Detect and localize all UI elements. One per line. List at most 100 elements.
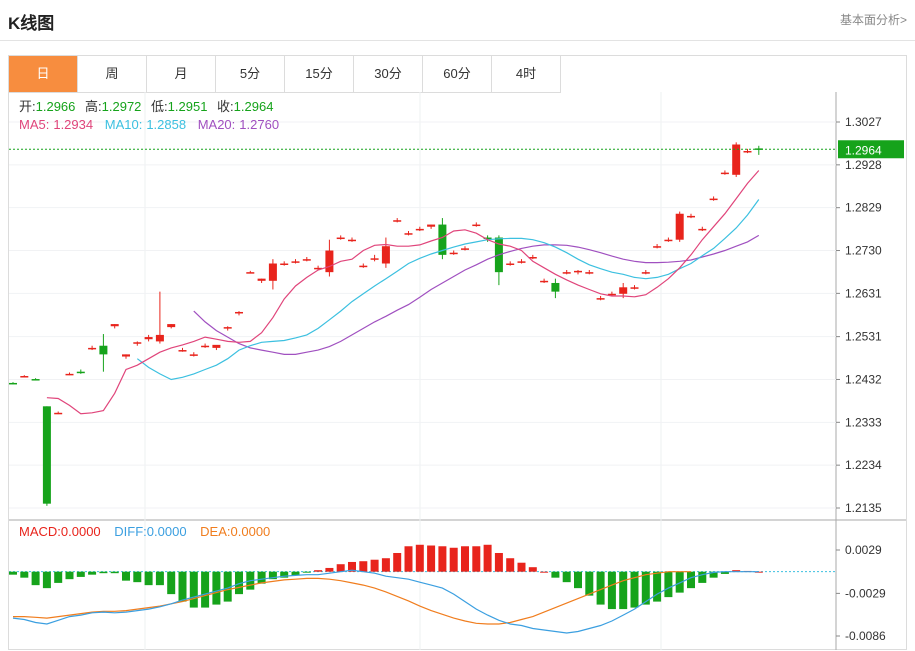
candle-body: [31, 379, 40, 381]
candle-body: [461, 248, 469, 250]
open-label: 开:: [19, 99, 36, 114]
high-value: 1.2972: [102, 99, 142, 114]
macd-bar: [483, 544, 492, 572]
macd-bar: [76, 571, 85, 577]
macd-bar: [675, 571, 684, 593]
kline-chart[interactable]: 开:1.2966 高:1.2972 低:1.2951 收:1.2964 MA5:…: [9, 92, 906, 650]
candle-body: [54, 412, 63, 415]
price-axis: 1.3027 1.2928 1.2829 1.2730 1.2631 1.2531 1.24…: [9, 115, 904, 515]
dea-label: DEA:: [200, 524, 230, 539]
period-tabs: 日 周 月 5分 15分 30分 60分 4时: [9, 56, 561, 93]
macd-bar: [720, 571, 729, 574]
macd-bar: [641, 571, 650, 605]
candle-body: [698, 228, 707, 231]
tab-30min[interactable]: 30分: [354, 56, 423, 92]
tab-15min[interactable]: 15分: [285, 56, 354, 92]
info-line: 开:1.2966 高:1.2972 低:1.2951 收:1.2964: [19, 99, 273, 114]
macd-bar: [619, 571, 628, 610]
macd-bar: [494, 552, 503, 572]
y-tick-label: 1.2928: [845, 158, 882, 172]
candle-body: [291, 261, 300, 263]
candle-body: [641, 272, 650, 274]
candle-body: [235, 311, 243, 314]
fundamental-analysis-link[interactable]: 基本面分析>: [839, 13, 907, 27]
dea-value: 0.0000: [231, 524, 271, 539]
candle-body: [133, 342, 142, 344]
ma10-label: MA10:: [105, 117, 143, 132]
chart-grid: [9, 92, 906, 650]
macd-bar: [585, 571, 594, 596]
macd-bar: [189, 571, 198, 608]
macd-bar: [517, 562, 526, 572]
macd-y-tick-label: -0.0086: [845, 629, 886, 643]
candle-body: [540, 280, 549, 283]
tab-60min[interactable]: 60分: [423, 56, 492, 92]
low-label: 低:: [151, 99, 168, 114]
ma20-value: 1.2760: [239, 117, 279, 132]
candle-body: [732, 144, 741, 175]
macd-bar: [144, 571, 153, 586]
macd-bar: [607, 571, 616, 610]
candle-body: [562, 272, 571, 274]
diff-line: [12, 569, 759, 634]
y-tick-label: 1.2631: [845, 286, 882, 300]
macd-info-line: MACD:0.0000 DIFF:0.0000 DEA:0.0000: [19, 524, 270, 539]
y-tick-label: 1.3027: [845, 115, 882, 129]
macd-bar: [551, 571, 560, 578]
candle-body: [20, 376, 29, 378]
macd-bar: [31, 571, 40, 586]
low-value: 1.2951: [168, 99, 208, 114]
macd-bar: [596, 571, 605, 605]
candle-body: [596, 298, 605, 300]
macd-bar: [574, 571, 582, 589]
macd-bar: [314, 570, 323, 572]
candle-body: [167, 324, 176, 328]
tab-4hour[interactable]: 4时: [492, 56, 561, 92]
candle-body: [438, 224, 447, 255]
macd-bar: [280, 571, 289, 578]
candle-body: [415, 228, 424, 231]
candle-body: [42, 406, 51, 504]
macd-bar: [178, 571, 187, 602]
candle-body: [743, 150, 752, 153]
macd-bar: [291, 571, 300, 576]
macd-bar: [370, 559, 379, 572]
ma10-line: [136, 199, 760, 381]
candle-body: [472, 224, 481, 227]
macd-bar: [393, 552, 402, 572]
candle-body: [268, 263, 277, 281]
tab-day[interactable]: 日: [9, 56, 78, 92]
tab-5min[interactable]: 5分: [216, 56, 285, 92]
open-value: 1.2966: [36, 99, 76, 114]
candle-body: [517, 261, 526, 263]
macd-bar: [348, 561, 356, 572]
macd-bar: [664, 571, 673, 598]
page-header: K线图 基本面分析>: [0, 0, 915, 41]
candle-body: [9, 382, 17, 385]
macd-bar: [653, 571, 662, 602]
candle-body: [302, 259, 311, 261]
tab-week[interactable]: 周: [78, 56, 147, 92]
ma10-value: 1.2858: [146, 117, 186, 132]
candle-body: [178, 350, 187, 352]
y-tick-label: 1.2730: [845, 244, 882, 258]
macd-bar: [472, 546, 481, 572]
macd-bar: [235, 571, 243, 595]
macd-bar: [133, 571, 142, 583]
macd-bar: [687, 571, 695, 589]
candle-body: [189, 354, 198, 356]
macd-bar: [167, 571, 176, 595]
macd-bar: [110, 571, 119, 574]
macd-bar: [201, 571, 210, 608]
ma20-label: MA20:: [198, 117, 236, 132]
macd-y-tick-label: -0.0029: [845, 586, 886, 600]
candle-body: [212, 344, 221, 348]
high-label: 高:: [85, 99, 102, 114]
candle-body: [246, 272, 255, 274]
candle-body: [404, 233, 413, 235]
candle-body: [76, 371, 85, 374]
candle-body: [551, 282, 560, 292]
tab-month[interactable]: 月: [147, 56, 216, 92]
macd-bar: [449, 547, 458, 572]
macd-bar: [42, 571, 51, 589]
